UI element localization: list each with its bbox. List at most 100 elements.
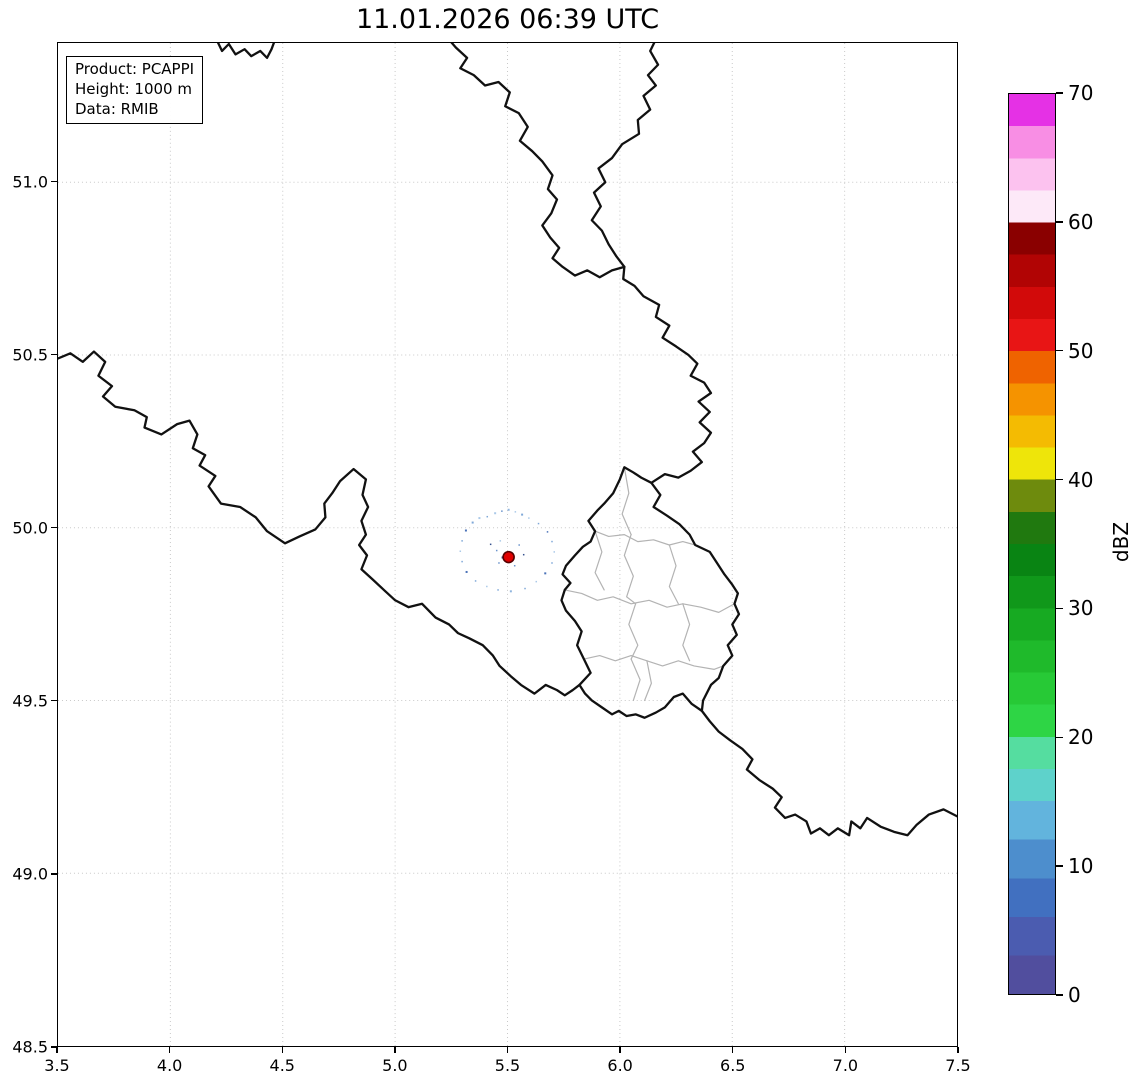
y-tick — [51, 700, 57, 702]
radar-echo-pixel — [498, 562, 500, 564]
region-border — [630, 658, 641, 702]
x-tick-label: 6.5 — [720, 1056, 746, 1075]
region-border — [682, 603, 691, 662]
radar-echo-pixel — [514, 511, 517, 513]
radar-echo-pixel — [489, 543, 492, 546]
y-tick — [51, 180, 57, 183]
x-tick-label: 5.0 — [382, 1056, 408, 1075]
x-tick — [844, 1047, 847, 1053]
radar-echo-pixel — [461, 540, 463, 542]
y-tick — [51, 1046, 57, 1048]
radar-echo-pixel — [465, 570, 468, 573]
region-border — [594, 530, 605, 591]
colorbar-tick — [1056, 865, 1063, 867]
y-tick-label: 50.5 — [12, 345, 48, 365]
figure-title: 11.01.2026 06:39 UTC — [355, 4, 660, 35]
x-tick-label: 3.5 — [44, 1056, 70, 1075]
colorbar-tick-label: 50 — [1068, 338, 1094, 363]
y-tick-label: 50.0 — [12, 518, 48, 538]
x-tick — [957, 1047, 959, 1053]
radar-echo-pixel — [546, 531, 549, 533]
map-plot-area: Product: PCAPPI Height: 1000 m Data: RMI… — [57, 42, 958, 1047]
country-border — [622, 265, 713, 484]
y-tick-label: 51.0 — [12, 172, 48, 192]
radar-echo-pixel — [459, 550, 462, 552]
radar-site-marker — [502, 550, 515, 564]
colorbar-tick — [1056, 736, 1063, 738]
product-line: Product: PCAPPI — [75, 60, 195, 78]
radar-echo-pixel — [486, 585, 488, 588]
region-border — [668, 544, 679, 605]
radar-echo-pixel — [495, 549, 498, 552]
y-tick-label: 49.5 — [12, 691, 48, 711]
radar-echo-pixel — [494, 512, 497, 515]
region-border — [623, 534, 637, 605]
x-tick-label: 7.5 — [945, 1056, 971, 1075]
x-tick — [506, 1047, 509, 1053]
region-border — [583, 654, 724, 670]
colorbar — [1008, 93, 1056, 995]
map-canvas — [58, 43, 957, 1046]
radar-echo-pixel — [464, 529, 467, 532]
colorbar-tick — [1056, 478, 1063, 481]
radar-echo-pixel — [507, 508, 510, 511]
radar-echo-pixel — [497, 589, 499, 591]
radar-echo-pixel — [553, 551, 555, 553]
radar-echo-pixel — [474, 580, 477, 582]
x-tick — [394, 1047, 396, 1053]
radar-echo-pixel — [537, 522, 540, 525]
x-tick — [168, 1047, 171, 1053]
radar-echo-pixel — [509, 590, 512, 593]
x-tick — [732, 1047, 734, 1053]
colorbar-tick — [1056, 607, 1063, 610]
colorbar-tick-label: 70 — [1068, 81, 1094, 105]
height-line: Height: 1000 m — [75, 79, 192, 98]
radar-echo-pixel — [551, 562, 553, 564]
product-info-box: Product: PCAPPI Height: 1000 m Data: RMI… — [66, 56, 204, 125]
country-border — [590, 43, 660, 269]
radar-echo-pixel — [535, 580, 538, 583]
x-tick — [281, 1047, 283, 1053]
region-border — [594, 530, 696, 546]
radar-echo-pixel — [522, 553, 525, 556]
colorbar-tick-label: 20 — [1068, 725, 1094, 750]
x-tick-label: 7.0 — [832, 1056, 859, 1075]
radar-echo-pixel — [551, 540, 553, 543]
country-border — [58, 350, 581, 697]
radar-echo-pixel — [521, 513, 524, 516]
colorbar-tick-label: 10 — [1068, 854, 1094, 879]
colorbar-tick-label: 40 — [1068, 467, 1094, 492]
x-tick — [619, 1047, 621, 1053]
region-border — [643, 660, 652, 702]
region-border — [628, 603, 639, 660]
y-tick — [51, 873, 57, 875]
colorbar-tick — [1056, 92, 1063, 94]
country-border — [450, 43, 626, 279]
country-border — [216, 43, 276, 60]
y-tick-label: 48.5 — [12, 1037, 48, 1057]
colorbar-axis-label: dBZ — [1109, 521, 1133, 563]
y-tick — [51, 353, 57, 356]
radar-echo-pixel — [499, 540, 502, 542]
x-tick — [56, 1047, 58, 1053]
x-tick-label: 5.5 — [494, 1056, 521, 1075]
colorbar-tick — [1056, 994, 1063, 996]
colorbar-tick — [1056, 221, 1063, 223]
y-tick-label: 49.0 — [12, 864, 48, 884]
radar-echo-pixel — [478, 517, 481, 520]
colorbar-tick-label: 0 — [1068, 983, 1081, 1007]
region-border — [621, 466, 632, 536]
radar-echo-pixel — [544, 572, 547, 575]
colorbar-tick-label: 30 — [1068, 596, 1094, 621]
x-tick-label: 4.5 — [269, 1056, 295, 1075]
radar-echo-pixel — [528, 517, 530, 519]
x-tick-label: 6.0 — [607, 1056, 633, 1075]
colorbar-tick-label: 60 — [1068, 209, 1094, 234]
radar-echo-pixel — [486, 515, 489, 518]
radar-echo-pixel — [524, 587, 526, 590]
radar-echo-pixel — [513, 565, 516, 567]
radar-echo-pixel — [501, 510, 503, 512]
region-border — [564, 589, 736, 613]
y-tick — [51, 527, 57, 529]
